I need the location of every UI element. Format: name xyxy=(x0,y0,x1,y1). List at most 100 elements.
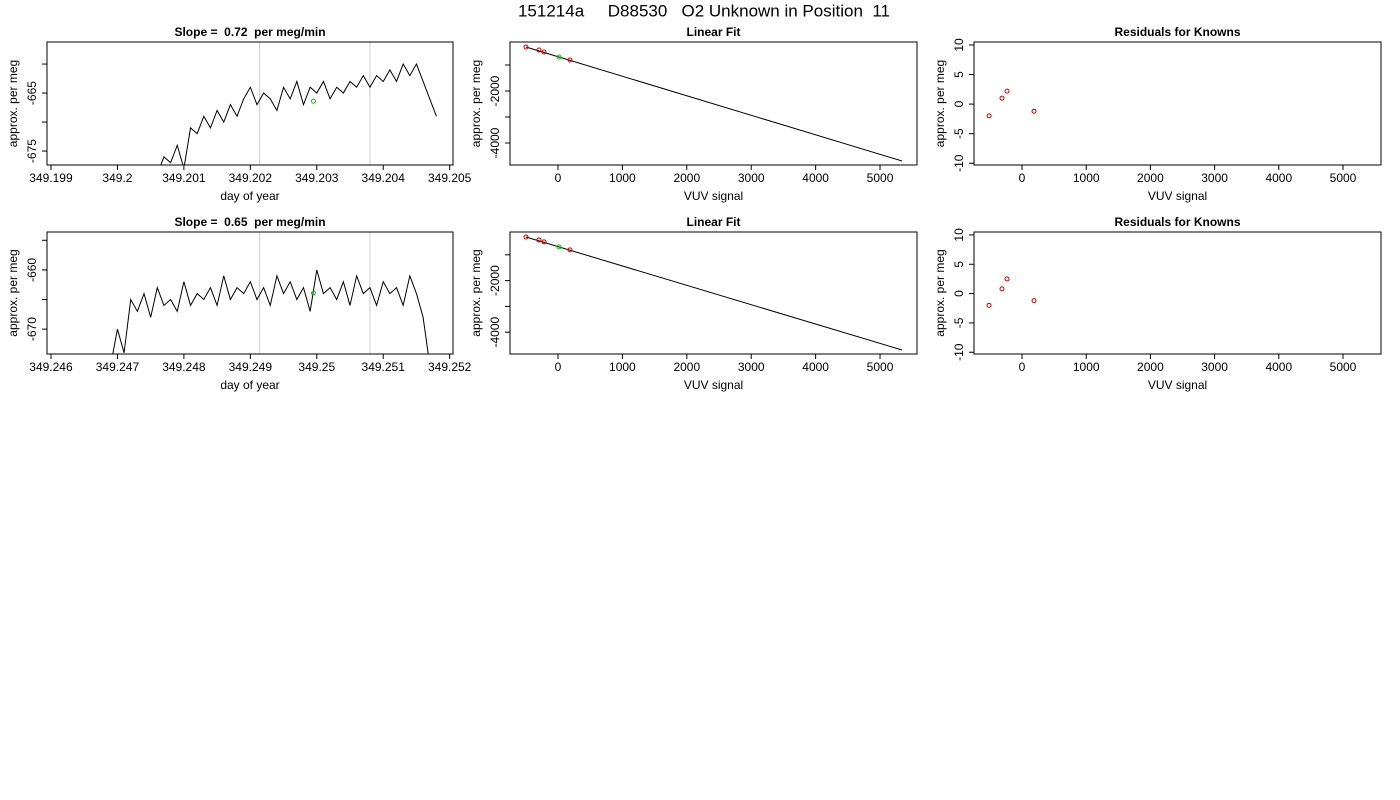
panel xyxy=(523,44,903,162)
y-tick-label: -675 xyxy=(25,139,39,163)
data-point xyxy=(999,95,1005,101)
x-tick-label: 349.205 xyxy=(428,171,472,185)
y-tick-label: 5 xyxy=(952,71,966,78)
plot-frame xyxy=(509,231,918,355)
x-tick-label: 2000 xyxy=(673,171,700,185)
y-axis-label: approx. per meg xyxy=(6,249,20,336)
plot-frame xyxy=(46,41,454,166)
fit-line xyxy=(525,46,903,162)
y-tick-label: 0 xyxy=(952,290,966,297)
y-tick-label: 10 xyxy=(952,228,966,242)
data-point xyxy=(523,44,529,50)
plot-frame xyxy=(973,231,1382,355)
y-tick-label: -665 xyxy=(25,81,39,105)
data-line xyxy=(160,62,437,165)
y-axis-label: approx. per meg xyxy=(469,60,483,147)
x-tick-label: 349.201 xyxy=(162,171,206,185)
x-tick-label: 3000 xyxy=(738,171,765,185)
y-tick-label: 0 xyxy=(952,100,966,107)
panel-title: Linear Fit xyxy=(686,215,740,229)
y-tick-label: -660 xyxy=(25,258,39,282)
data-point xyxy=(536,237,542,243)
data-point xyxy=(541,239,547,245)
panel xyxy=(523,234,903,351)
x-tick-label: 349.251 xyxy=(362,360,406,374)
x-tick-label: 349.248 xyxy=(162,360,206,374)
x-tick-label: 349.203 xyxy=(295,171,339,185)
highlight-point xyxy=(310,290,316,296)
x-axis-label: day of year xyxy=(220,378,279,392)
data-point xyxy=(567,57,573,63)
x-axis-label: VUV signal xyxy=(684,189,743,203)
x-tick-label: 1000 xyxy=(609,171,636,185)
highlight-point xyxy=(556,54,562,60)
x-tick-label: 5000 xyxy=(867,360,894,374)
y-axis-label: approx. per meg xyxy=(933,60,947,147)
x-tick-label: 2000 xyxy=(673,360,700,374)
x-tick-label: 0 xyxy=(555,360,562,374)
data-point xyxy=(523,234,529,240)
x-tick-label: 349.246 xyxy=(29,360,73,374)
x-tick-label: 1000 xyxy=(1073,171,1100,185)
data-point xyxy=(536,47,542,53)
x-tick-label: 3000 xyxy=(1201,171,1228,185)
x-tick-label: 0 xyxy=(1019,171,1026,185)
x-tick-label: 1000 xyxy=(609,360,636,374)
x-tick-label: 5000 xyxy=(867,171,894,185)
panel-title: Linear Fit xyxy=(686,25,740,39)
y-tick-label: -4000 xyxy=(488,127,502,158)
figure-title: 151214a D88530 O2 Unknown in Position 11 xyxy=(518,1,890,20)
x-tick-label: 4000 xyxy=(1265,171,1292,185)
y-axis-label: approx. per meg xyxy=(6,60,20,147)
x-tick-label: 349.199 xyxy=(29,171,73,185)
panel xyxy=(986,88,1037,119)
data-line xyxy=(112,269,429,354)
data-point xyxy=(1031,298,1037,304)
x-tick-label: 3000 xyxy=(738,360,765,374)
x-tick-label: 349.247 xyxy=(96,360,140,374)
x-tick-label: 4000 xyxy=(802,360,829,374)
x-tick-label: 349.25 xyxy=(298,360,335,374)
x-tick-label: 4000 xyxy=(802,171,829,185)
y-tick-label: -2000 xyxy=(488,75,502,106)
data-point xyxy=(1031,108,1037,114)
y-axis-label: approx. per meg xyxy=(933,249,947,336)
y-tick-label: -5 xyxy=(952,128,966,139)
x-axis-label: VUV signal xyxy=(1148,378,1207,392)
x-axis-label: VUV signal xyxy=(1148,189,1207,203)
plot-frame xyxy=(509,41,918,166)
plot-frame xyxy=(973,41,1382,166)
panel xyxy=(160,42,437,165)
x-tick-label: 349.249 xyxy=(229,360,273,374)
highlight-point xyxy=(556,244,562,250)
panel-title: Residuals for Knowns xyxy=(1114,25,1240,39)
x-tick-label: 5000 xyxy=(1330,360,1357,374)
x-tick-label: 4000 xyxy=(1265,360,1292,374)
x-tick-label: 2000 xyxy=(1137,360,1164,374)
y-tick-label: 5 xyxy=(952,261,966,268)
panel xyxy=(112,232,429,354)
data-point xyxy=(541,49,547,55)
x-axis-label: VUV signal xyxy=(684,378,743,392)
y-axis-label: approx. per meg xyxy=(469,249,483,336)
x-tick-label: 349.252 xyxy=(428,360,472,374)
x-tick-label: 1000 xyxy=(1073,360,1100,374)
panel-title: Slope = 0.72 per meg/min xyxy=(174,25,325,39)
x-axis-label: day of year xyxy=(220,189,279,203)
data-point xyxy=(999,286,1005,292)
fit-line xyxy=(525,236,903,351)
y-tick-label: -4000 xyxy=(488,317,502,348)
x-tick-label: 349.2 xyxy=(102,171,132,185)
x-tick-label: 349.202 xyxy=(229,171,273,185)
plot-frame xyxy=(46,231,454,355)
data-point xyxy=(567,247,573,253)
y-tick-label: -5 xyxy=(952,317,966,328)
data-point xyxy=(986,113,992,119)
data-point xyxy=(986,302,992,308)
x-tick-label: 349.204 xyxy=(362,171,406,185)
x-tick-label: 3000 xyxy=(1201,360,1228,374)
x-tick-label: 0 xyxy=(1019,360,1026,374)
data-point xyxy=(1004,276,1010,282)
y-tick-label: -670 xyxy=(25,317,39,341)
